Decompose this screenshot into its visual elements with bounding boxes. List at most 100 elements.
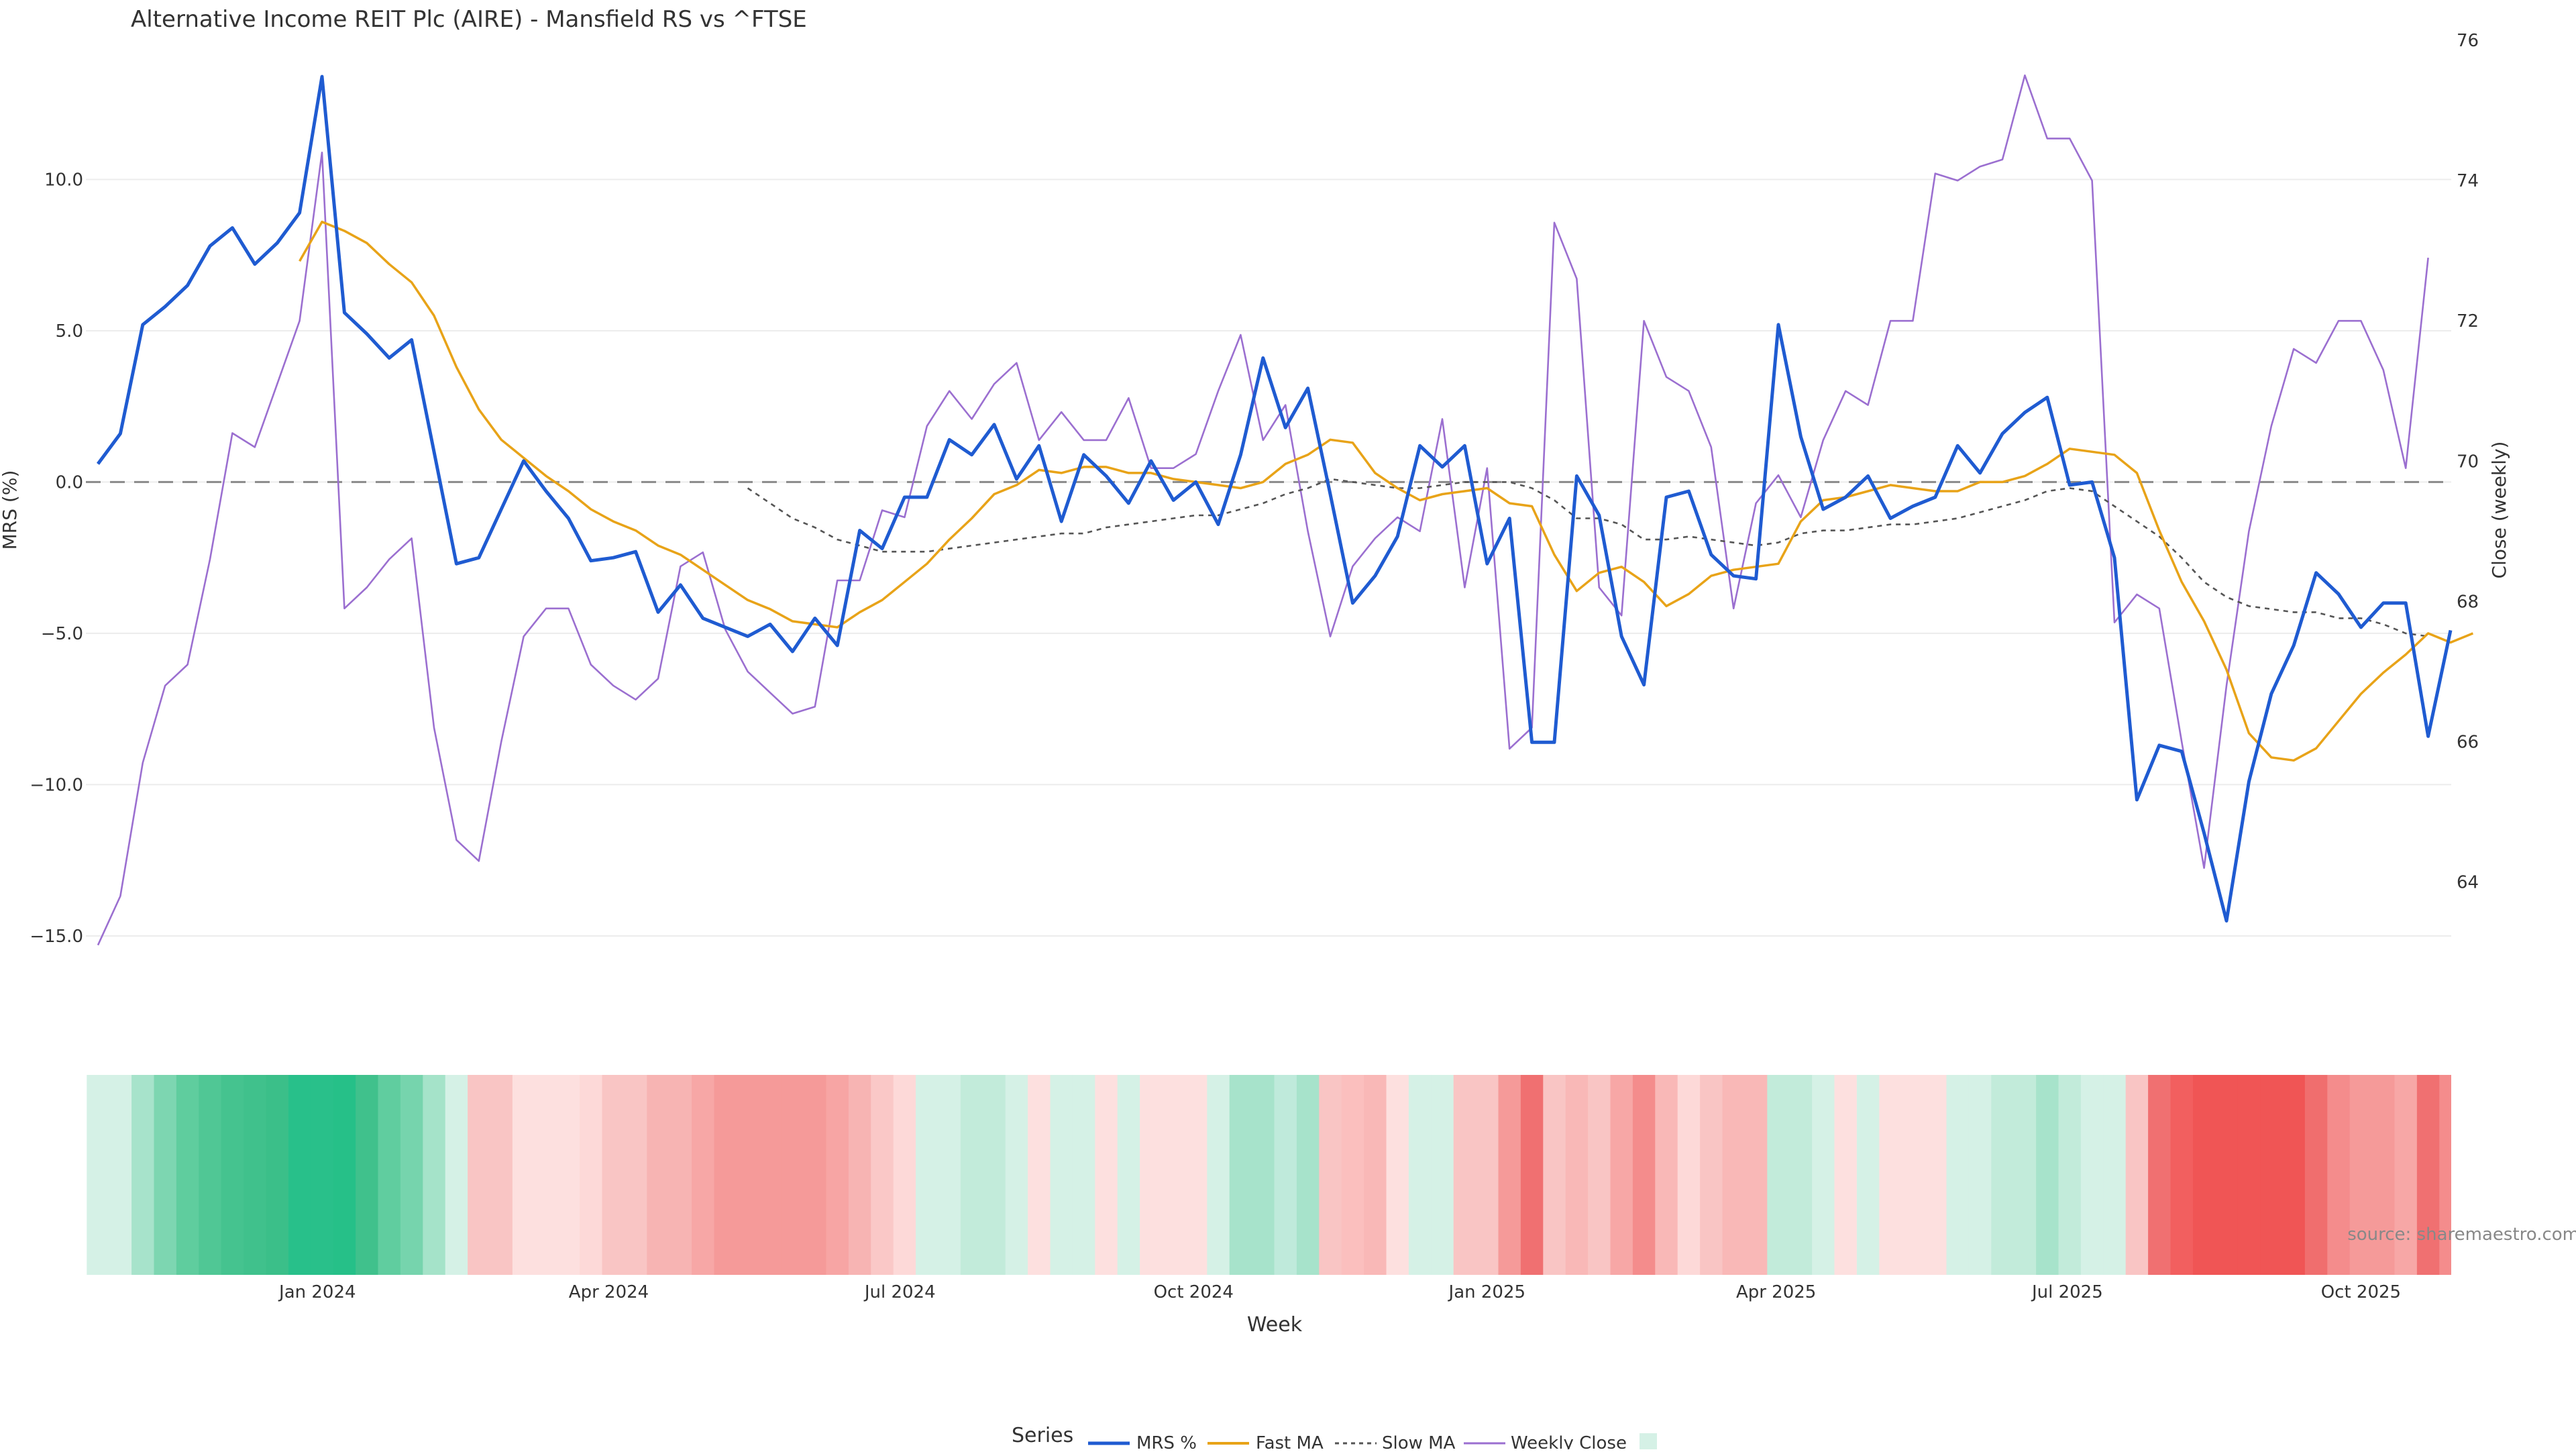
heatmap-cell: [916, 1075, 939, 1275]
legend-item-mrs[interactable]: MRS %: [1088, 1433, 1197, 1452]
heatmap-cell: [692, 1075, 715, 1275]
heatmap-cell: [1408, 1075, 1432, 1275]
heatmap-cell: [288, 1075, 311, 1275]
heatmap-cell: [1834, 1075, 1858, 1275]
y-tick-left: −15.0: [30, 927, 83, 947]
heatmap-cell: [759, 1075, 782, 1275]
heatmap-cell: [2304, 1075, 2328, 1275]
y-tick-right: 76: [2457, 31, 2479, 51]
heatmap-cell: [1005, 1075, 1028, 1275]
heatmap-cell: [333, 1075, 356, 1275]
heatmap-cell: [2036, 1075, 2059, 1275]
heatmap-cell: [2349, 1075, 2373, 1275]
heatmap-cell: [1744, 1075, 1768, 1275]
heatmap-cell: [2125, 1075, 2149, 1275]
legend: Series MRS % Fast MA Slow MA Weekly Clos…: [1012, 1424, 1657, 1452]
heatmap-cell: [1341, 1075, 1364, 1275]
heatmap-cell: [1117, 1075, 1140, 1275]
heatmap-cell: [1812, 1075, 1835, 1275]
heatmap-cell: [2013, 1075, 2037, 1275]
legend-item-slow-ma[interactable]: Slow MA: [1335, 1433, 1456, 1452]
heatmap-cell: [1700, 1075, 1723, 1275]
heatmap-cell: [1924, 1075, 1947, 1275]
heatmap-cell: [848, 1075, 871, 1275]
x-tick: Jul 2025: [2031, 1282, 2103, 1302]
heatmap-cell: [983, 1075, 1006, 1275]
heatmap-cell: [2260, 1075, 2284, 1275]
heatmap-cell: [445, 1075, 468, 1275]
heatmap-cell: [714, 1075, 737, 1275]
heatmap-cell: [580, 1075, 603, 1275]
heatmap-cell: [2237, 1075, 2261, 1275]
legend-label-fast-ma: Fast MA: [1256, 1433, 1324, 1449]
heatmap-cell: [1968, 1075, 1992, 1275]
heatmap-cell: [602, 1075, 625, 1275]
heatmap-cell: [1453, 1075, 1477, 1275]
heatmap-cell: [893, 1075, 916, 1275]
heatmap-cell: [535, 1075, 558, 1275]
heatmap-cell: [87, 1075, 110, 1275]
source-watermark: source: sharemaestro.com: [2347, 1225, 2576, 1245]
heatmap-cell: [557, 1075, 580, 1275]
heatmap-cell: [1050, 1075, 1073, 1275]
y-tick-left: 10.0: [44, 170, 83, 190]
y-tick-right: 74: [2457, 171, 2479, 191]
heatmap-cell: [2282, 1075, 2306, 1275]
heatmap-cell: [1162, 1075, 1185, 1275]
heatmap-cell: [1498, 1075, 1521, 1275]
y-axis-left-label: MRS (%): [0, 470, 21, 550]
heatmap-cell: [1991, 1075, 2015, 1275]
heatmap-cell: [1946, 1075, 1970, 1275]
heatmap-strip: [87, 1075, 2451, 1275]
heatmap-cell: [2170, 1075, 2194, 1275]
x-tick: Oct 2025: [2321, 1282, 2401, 1302]
y-tick-left: 5.0: [56, 321, 83, 342]
legend-title: Series: [1012, 1424, 1073, 1447]
heatmap-cell: [2327, 1075, 2351, 1275]
axes: 10.0 5.0 0.0 −5.0 −10.0 −15.0 76 74 72 70 68 66 64 Ja…: [30, 31, 2479, 1302]
heatmap-cell: [1028, 1075, 1051, 1275]
y-tick-left: −5.0: [41, 624, 83, 644]
heatmap-cell: [109, 1075, 132, 1275]
y-tick-right: 64: [2457, 873, 2479, 893]
x-tick: Apr 2025: [1736, 1282, 1816, 1302]
slow-ma-line: [747, 478, 2428, 637]
heatmap-cell: [1543, 1075, 1566, 1275]
heatmap-cell: [1767, 1075, 1790, 1275]
weekly-close-line: [97, 74, 2429, 946]
x-tick: Jan 2025: [1448, 1282, 1526, 1302]
heatmap-cell: [400, 1075, 423, 1275]
legend-swatch-heatmap[interactable]: [1640, 1433, 1657, 1451]
y-tick-right: 72: [2457, 311, 2479, 331]
heatmap-cell: [2058, 1075, 2082, 1275]
gridlines: [86, 178, 2451, 937]
y-tick-left: 0.0: [56, 472, 83, 492]
legend-item-fast-ma[interactable]: Fast MA: [1208, 1433, 1324, 1452]
x-tick: Oct 2024: [1154, 1282, 1234, 1302]
heatmap-cell: [1588, 1075, 1611, 1275]
heatmap-cell: [468, 1075, 491, 1275]
heatmap-cell: [154, 1075, 177, 1275]
heatmap-cell: [2372, 1075, 2396, 1275]
heatmap-cell: [1789, 1075, 1813, 1275]
y-tick-left: −10.0: [30, 775, 83, 795]
heatmap-cell: [624, 1075, 647, 1275]
heatmap-cell: [2103, 1075, 2127, 1275]
heatmap-cell: [669, 1075, 692, 1275]
heatmap-cell: [1565, 1075, 1589, 1275]
heatmap-cell: [1476, 1075, 1499, 1275]
heatmap-cell: [199, 1075, 222, 1275]
fast-ma-line: [299, 220, 2474, 762]
legend-item-weekly-close[interactable]: Weekly Close: [1464, 1433, 1627, 1452]
heatmap-cell: [1610, 1075, 1633, 1275]
heatmap-cell: [2192, 1075, 2216, 1275]
heatmap-cell: [2215, 1075, 2239, 1275]
y-axis-right-label: Close (weekly): [2488, 442, 2510, 579]
legend-label-mrs: MRS %: [1136, 1433, 1197, 1449]
heatmap-cell: [423, 1075, 446, 1275]
heatmap-cell: [1879, 1075, 1902, 1275]
x-axis-label: Week: [1247, 1313, 1303, 1337]
heatmap-cell: [1431, 1075, 1454, 1275]
